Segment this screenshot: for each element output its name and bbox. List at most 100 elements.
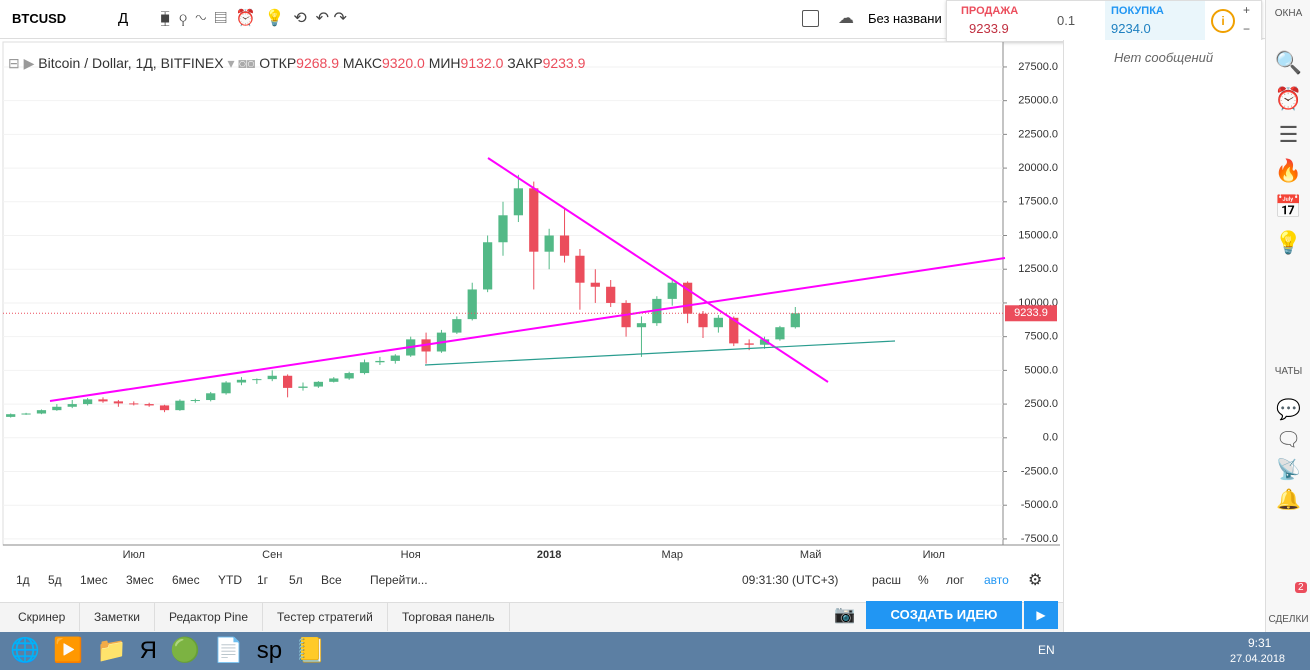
candle-body	[236, 379, 247, 383]
range-button[interactable]: 5л	[289, 573, 303, 587]
close-value: 9233.9	[542, 55, 586, 71]
candle-body	[6, 414, 16, 417]
candle-body	[344, 373, 354, 379]
candle-body	[359, 362, 370, 374]
tab[interactable]: Тестер стратегий	[263, 603, 388, 631]
settings-icon[interactable]: ⚙	[1028, 572, 1043, 589]
y-tick-label: 7500.0	[1024, 331, 1058, 343]
windows[interactable]: ОКНА	[1274, 8, 1303, 19]
candle-body	[67, 404, 77, 407]
scale-option[interactable]: расш	[872, 573, 901, 587]
candle-body	[313, 381, 323, 387]
y-tick-label: 2500.0	[1024, 398, 1058, 410]
info-icon[interactable]: i	[1211, 9, 1235, 33]
chat-icons[interactable]: 💬 🗨 📡 🔔	[1275, 399, 1302, 511]
candle-body	[36, 410, 47, 414]
y-tick-label: 15000.0	[1018, 229, 1058, 241]
buy-price[interactable]: 9234.0	[1111, 21, 1151, 36]
candle-body	[575, 255, 585, 283]
range-button[interactable]: 1г	[257, 573, 269, 587]
y-tick-label: 27500.0	[1018, 61, 1058, 73]
plus[interactable]: +	[1243, 3, 1251, 17]
candle-body	[498, 215, 508, 243]
chart-legend: ⊟ ▶ Bitcoin / Dollar, 1Д, BITFINEX ▾ ◙◙ …	[8, 55, 586, 71]
candle-body	[529, 188, 539, 252]
checkbox[interactable]	[802, 10, 819, 27]
open-label: ОТКР	[259, 55, 297, 71]
language[interactable]: EN	[1038, 643, 1055, 657]
x-tick-label: Ноя	[401, 549, 421, 561]
candle-body	[283, 375, 293, 388]
layout-name[interactable]: Без названи	[868, 11, 942, 26]
tab[interactable]: Торговая панель	[388, 603, 510, 631]
y-tick-label: 25000.0	[1018, 95, 1058, 107]
candle-body	[744, 343, 754, 345]
interval[interactable]: Д	[118, 10, 129, 27]
side-toolbar: ОКНА 🔍 ⏰ ☰ 🔥 📅 💡 ЧАТЫ 💬 🗨 📡 🔔 2 СДЕЛКИ	[1265, 0, 1310, 632]
candle-body	[52, 406, 62, 411]
scale-option[interactable]: лог	[946, 573, 965, 587]
trend-line[interactable]	[424, 340, 896, 366]
toolbar-icons[interactable]: ⧯ ⚲ ∿ ▤ ⏰ 💡 ⟲ ↶ ↷	[160, 10, 347, 27]
candle-body	[98, 399, 108, 402]
candle-body	[375, 360, 385, 363]
buy-box[interactable]	[1105, 1, 1205, 41]
clock-time: 9:31	[1248, 636, 1272, 650]
range-button[interactable]: 1д	[16, 573, 30, 587]
range-button[interactable]: 5д	[48, 573, 62, 587]
trend-line[interactable]	[49, 257, 1006, 402]
side-icons[interactable]: 🔍 ⏰ ☰ 🔥 📅 💡	[1274, 50, 1303, 255]
tab[interactable]: Скринер	[4, 603, 81, 631]
y-tick-label: 17500.0	[1018, 196, 1058, 208]
open-value: 9268.9	[296, 55, 339, 71]
candle-body	[221, 382, 231, 394]
range-button[interactable]: 1мес	[80, 573, 108, 587]
symbol[interactable]: BTCUSD	[12, 11, 67, 26]
y-tick-label: 5000.0	[1024, 364, 1058, 376]
range-button[interactable]: YTD	[218, 573, 242, 587]
candle-body	[559, 235, 570, 256]
deals[interactable]: СДЕЛКИ	[1268, 614, 1309, 625]
y-tick-label: -2500.0	[1021, 465, 1058, 477]
sell-price[interactable]: 9233.9	[969, 21, 1009, 36]
camera-icon[interactable]: 📷	[834, 605, 856, 624]
candle-body	[21, 413, 31, 415]
taskbar-apps[interactable]: 🌐 ▶️ 📁 Я 🟢 📄 sp 📒	[10, 637, 326, 664]
plot-area	[2, 41, 1004, 546]
create-idea-button[interactable]: СОЗДАТЬ ИДЕЮ	[866, 601, 1022, 629]
high-label: МАКС	[342, 55, 382, 71]
scale-option[interactable]: авто	[984, 573, 1009, 587]
candle-body	[159, 405, 170, 411]
candle-body	[267, 375, 277, 380]
candle-body	[190, 400, 200, 402]
candle-body	[544, 235, 554, 252]
candle-body	[206, 393, 216, 401]
range-button[interactable]: 3мес	[126, 573, 154, 587]
candle-body	[298, 386, 308, 388]
scale-option[interactable]: %	[918, 573, 929, 587]
goto-button[interactable]: Перейти...	[370, 573, 428, 587]
candle-body	[483, 242, 493, 290]
x-tick-label: Июл	[923, 549, 945, 561]
price-tag-label: 9233.9	[1014, 307, 1048, 319]
candle-body	[698, 313, 708, 328]
minus[interactable]: −	[1243, 22, 1251, 36]
x-tick-label: Июл	[123, 549, 145, 561]
tab[interactable]: Редактор Pine	[155, 603, 264, 631]
candle-body	[175, 400, 185, 411]
range-button[interactable]: 6мес	[172, 573, 200, 587]
y-tick-label: 20000.0	[1018, 162, 1058, 174]
chats[interactable]: ЧАТЫ	[1274, 366, 1303, 377]
badge: 2	[1295, 582, 1307, 593]
clock-date: 27.04.2018	[1230, 653, 1286, 665]
y-tick-label: 0.0	[1043, 432, 1058, 444]
candle-body	[144, 404, 154, 406]
range-button[interactable]: Все	[321, 573, 342, 587]
tab[interactable]: Заметки	[80, 603, 155, 631]
candle-body	[713, 317, 723, 328]
candle-body	[729, 317, 739, 344]
x-tick-label: Май	[800, 549, 822, 561]
trend-line[interactable]	[487, 157, 829, 383]
play-button[interactable]: ▶	[1024, 601, 1058, 629]
